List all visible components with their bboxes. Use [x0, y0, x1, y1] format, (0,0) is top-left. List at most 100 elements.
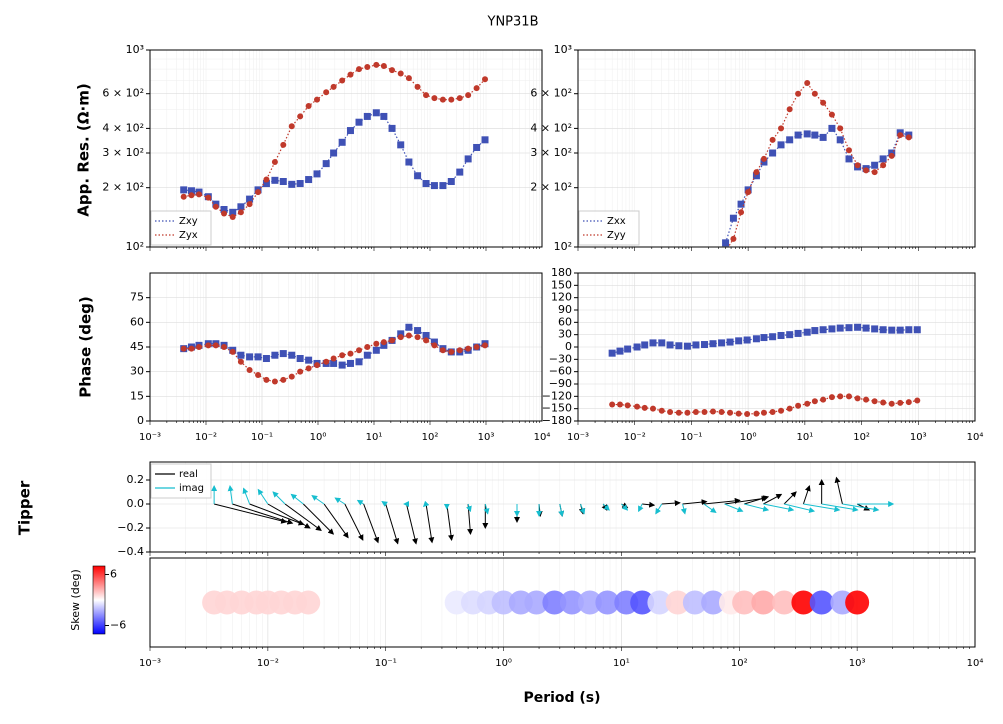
y-tick-label: 0 — [565, 340, 572, 353]
marker — [616, 401, 623, 408]
x-tick-label: 10⁻¹ — [375, 658, 397, 669]
marker — [633, 343, 641, 351]
marker — [405, 158, 413, 166]
x-tick-label: 10¹ — [366, 432, 383, 443]
phase-tensor-ellipse — [491, 590, 516, 615]
marker — [262, 355, 270, 363]
tipper-arrow — [602, 503, 610, 511]
y-tick-label: 180 — [551, 266, 572, 279]
y-tick-label: 3 × 10² — [530, 146, 572, 159]
marker — [880, 162, 887, 169]
marker — [709, 408, 716, 415]
marker — [439, 96, 446, 103]
plot-area — [202, 590, 870, 615]
tipper-arrow — [744, 495, 770, 505]
marker — [473, 344, 480, 350]
marker — [871, 161, 879, 169]
marker — [414, 172, 422, 180]
y-tick-label: −150 — [542, 402, 572, 415]
marker — [769, 408, 776, 415]
marker — [718, 408, 725, 415]
x-tick-label: 10⁰ — [740, 432, 757, 443]
marker — [811, 90, 818, 97]
marker — [405, 323, 413, 331]
marker — [288, 123, 295, 130]
plot-frame — [149, 49, 543, 248]
tipper-arrow — [257, 488, 269, 505]
marker — [338, 361, 346, 369]
marker — [439, 347, 446, 354]
y-tick-label: −60 — [549, 365, 572, 378]
marker — [863, 167, 870, 174]
marker — [212, 203, 219, 210]
marker — [675, 342, 683, 350]
x-tick-label: 10¹ — [613, 658, 630, 669]
marker — [180, 186, 188, 194]
y-tick-label: 0 — [137, 414, 144, 427]
marker — [658, 339, 666, 347]
marker — [649, 339, 657, 347]
tipper-arrow — [405, 503, 418, 545]
marker — [473, 143, 481, 151]
marker — [828, 325, 836, 333]
marker — [389, 67, 396, 74]
tipper-arrow — [763, 493, 783, 505]
phase-tensor-ellipse — [751, 590, 776, 615]
marker — [314, 96, 321, 103]
marker — [271, 351, 279, 359]
y-tick-label: 150 — [551, 278, 572, 291]
y-tick-label: 0.2 — [127, 473, 145, 486]
marker — [356, 66, 363, 73]
marker — [683, 342, 691, 350]
marker — [380, 339, 387, 346]
marker — [456, 168, 464, 176]
marker — [246, 353, 254, 361]
marker — [221, 210, 228, 217]
marker — [804, 400, 811, 407]
x-tick-label: 10⁴ — [534, 432, 551, 443]
tipper-arrow — [302, 503, 335, 535]
x-tick-label: 10⁻¹ — [680, 432, 702, 443]
y-tick-label: 10² — [554, 240, 572, 253]
marker — [373, 61, 380, 68]
tipper-arrow — [227, 485, 234, 505]
tipper-arrow — [311, 495, 325, 505]
x-tick-label: 10⁻³ — [139, 432, 161, 443]
tipper-arrow — [763, 503, 795, 512]
marker — [465, 345, 472, 352]
marker — [364, 344, 371, 350]
x-tick-label: 10⁰ — [310, 432, 327, 443]
tipper-arrow — [680, 503, 687, 515]
marker — [819, 133, 827, 141]
marker — [786, 136, 794, 144]
marker — [323, 89, 330, 96]
x-tick-label: 10³ — [910, 432, 927, 443]
marker — [271, 378, 278, 385]
marker — [397, 330, 405, 338]
y-axis-label: Phase (deg) — [77, 296, 95, 397]
marker — [254, 353, 262, 361]
marker — [221, 344, 228, 350]
marker — [753, 410, 760, 417]
plot-frame — [149, 272, 543, 422]
marker — [372, 346, 380, 354]
marker — [811, 398, 818, 405]
marker — [305, 102, 312, 109]
marker — [641, 341, 649, 349]
y-tick-label: 10² — [126, 240, 144, 253]
marker — [777, 141, 785, 149]
marker — [837, 125, 844, 132]
phase-tensor-ellipse — [772, 590, 797, 615]
marker — [738, 209, 745, 216]
marker — [339, 77, 346, 84]
marker — [330, 355, 337, 362]
marker — [279, 178, 287, 186]
marker — [180, 345, 187, 352]
x-axis-label: Period (s) — [523, 690, 600, 706]
legend-box — [578, 210, 640, 246]
x-tick-label: 10³ — [849, 658, 866, 669]
tipper-arrow — [682, 499, 708, 506]
marker — [397, 334, 404, 341]
marker — [888, 326, 896, 334]
